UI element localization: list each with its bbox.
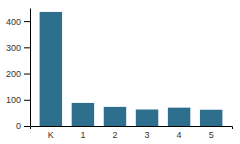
tick-label: 4 (177, 130, 182, 140)
tick: K (48, 130, 54, 140)
bar (40, 12, 62, 126)
axis-line (30, 9, 31, 127)
tick-mark (24, 21, 30, 22)
tick: 5 (209, 130, 214, 140)
tick-label: 0 (16, 121, 21, 131)
tick-label: 2 (112, 130, 117, 140)
tick-mark (24, 100, 30, 101)
tick-mark (24, 74, 30, 75)
bar (200, 110, 222, 126)
tick: 2 (112, 130, 117, 140)
bar (136, 109, 158, 126)
tick: 4 (177, 130, 182, 140)
tick-label: 400 (6, 16, 21, 26)
tick-label: K (48, 130, 54, 140)
tick: 100 (6, 95, 30, 105)
tick: 300 (6, 43, 30, 53)
tick: 400 (6, 16, 30, 26)
tick-label: 1 (80, 130, 85, 140)
y-axis: 0 100 200 300 400 (6, 9, 31, 132)
tick-label: 3 (145, 130, 150, 140)
axis-line (31, 127, 233, 130)
chart: 0 100 200 300 400 K 1 2 3 4 5 (0, 0, 240, 144)
bars (40, 12, 223, 126)
chart-container: 0 100 200 300 400 K 1 2 3 4 5 (0, 0, 240, 144)
tick: 3 (145, 130, 150, 140)
plot-area: 0 100 200 300 400 K 1 2 3 4 5 (6, 9, 233, 141)
tick: 1 (80, 130, 85, 140)
tick: 0 (16, 121, 30, 131)
tick-mark (24, 126, 30, 127)
tick-mark (24, 47, 30, 48)
tick-label: 100 (6, 95, 21, 105)
bar (104, 107, 126, 126)
x-axis: K 1 2 3 4 5 (31, 127, 233, 141)
bar (168, 108, 190, 126)
tick-label: 5 (209, 130, 214, 140)
bar (72, 103, 94, 126)
tick-label: 300 (6, 43, 21, 53)
tick: 200 (6, 69, 30, 79)
tick-label: 200 (6, 69, 21, 79)
